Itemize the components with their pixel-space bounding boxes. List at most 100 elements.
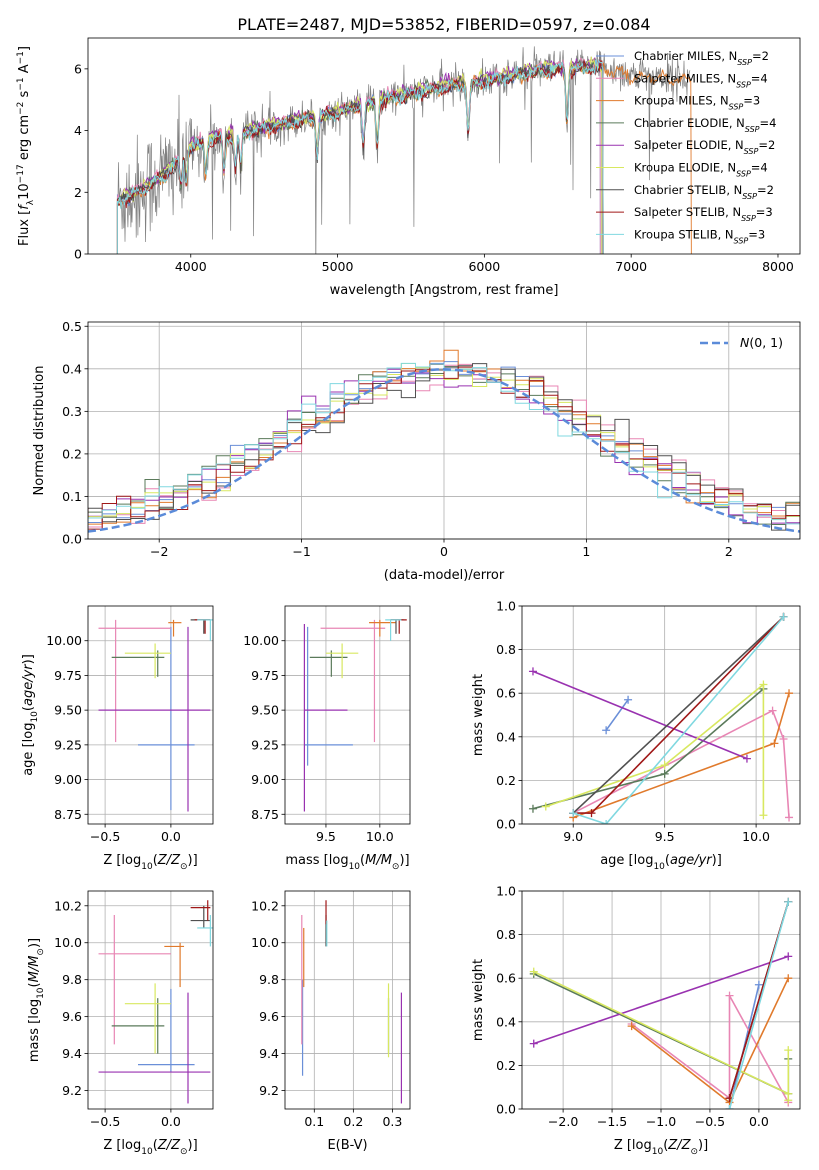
model-spectrum-series-7 <box>116 59 604 254</box>
chart-massweight-vs-Z: −2.0 −1.5 −1.0 −0.5 0.0 0.0 0.2 0.4 0.6 0.8 1.0 Z [… <box>471 884 801 1157</box>
legend-label-1: Salpeter MILES, NSSP=4 <box>634 71 768 89</box>
x-tick-label: 4000 <box>175 259 207 274</box>
observed-spectrum <box>117 46 691 254</box>
model-spectrum-series-0 <box>116 60 601 254</box>
chart-age-vs-Z: −0.5 0.0 8.75 9.00 9.25 9.50 9.75 10.00 Z [log10… <box>21 605 214 872</box>
mass-weight-marker-series-0 <box>624 695 633 704</box>
y-tick-label: 0.5 <box>62 319 82 334</box>
x-tick-label: 9.0 <box>563 829 583 844</box>
y-tick-label: 2 <box>74 185 82 200</box>
x-tick-label: −0.5 <box>695 1114 725 1129</box>
plot-area <box>303 619 407 812</box>
y-tick-label: 10.00 <box>46 633 82 648</box>
y-tick-label: 9.50 <box>54 703 82 718</box>
legend-label-7: Salpeter STELIB, NSSP=3 <box>634 205 773 223</box>
y-tick-label: 10.0 <box>54 935 82 950</box>
mass-weight-marker-series-0 <box>754 980 763 989</box>
y-tick-label: 0.3 <box>62 404 82 419</box>
x-tick-label: 10.0 <box>742 829 770 844</box>
y-tick-label: 0.4 <box>496 729 516 744</box>
x-tick-label: −0.5 <box>90 1114 120 1129</box>
axes-spines <box>284 605 411 825</box>
mass-weight-line-series-8 <box>728 901 790 1109</box>
mass-weight-marker-series-8 <box>602 820 611 824</box>
model-spectrum-series-8 <box>116 59 604 254</box>
x-tick-label: 10.0 <box>366 829 394 844</box>
y-tick-label: 0.8 <box>496 642 516 657</box>
x-tick-label: −1 <box>292 544 310 559</box>
y-tick-label: 0 <box>74 247 82 262</box>
grid <box>285 606 410 824</box>
plot-area <box>98 900 213 1104</box>
legend-label-2: Kroupa MILES, NSSP=3 <box>634 94 760 112</box>
x-tick-label: 0.0 <box>749 1114 769 1129</box>
mass-weight-line-series-1 <box>572 709 790 818</box>
grid <box>522 605 800 825</box>
x-tick-label: 7000 <box>615 259 647 274</box>
y-tick-label: 0.2 <box>496 773 516 788</box>
y-tick-label: 1.0 <box>496 884 516 899</box>
mass-weight-marker-series-4 <box>528 667 537 676</box>
y-tick-label: 0.0 <box>496 1102 516 1117</box>
y-axis-label: age [log10(age/yr)] <box>21 654 40 776</box>
mass-weight-marker-series-8 <box>784 897 793 906</box>
mass-weight-marker-series-4 <box>529 1039 538 1048</box>
mass-weight-marker-series-4 <box>784 952 793 961</box>
model-spectrum-series-6 <box>116 60 604 254</box>
x-tick-label: −1.5 <box>597 1114 627 1129</box>
axes-frame: −2.0 −1.5 −1.0 −0.5 0.0 0.0 0.2 0.4 0.6 0.8 1.0 Z [… <box>471 884 801 1157</box>
mass-weight-marker-series-7 <box>587 809 596 818</box>
y-tick-label: 10.2 <box>54 898 82 913</box>
y-axis-label: mass weight <box>471 674 486 756</box>
y-tick-label: 0.6 <box>496 971 516 986</box>
mass-weight-marker-series-1 <box>768 706 777 715</box>
y-tick-label: 9.2 <box>259 1083 279 1098</box>
mass-weight-marker-series-5 <box>759 811 768 820</box>
x-tick-label: 0.1 <box>304 1114 324 1129</box>
grid <box>88 891 213 1109</box>
x-tick-label: 0.0 <box>161 1114 181 1129</box>
y-tick-label: 9.6 <box>62 1009 82 1024</box>
mass-weight-marker-series-5 <box>759 680 768 689</box>
axes-frame: −0.5 0.0 9.2 9.4 9.6 9.8 10.0 10.2 Z [log10(Z/Z⊙… <box>27 890 214 1157</box>
normal-reference-curve <box>88 368 800 533</box>
y-tick-label: 8.75 <box>251 807 279 822</box>
y-tick-label: 10.0 <box>251 935 279 950</box>
axes-frame: 0.1 0.2 0.3 9.2 9.4 9.6 9.8 10.0 10.2 E(B-V) <box>251 890 411 1153</box>
mass-weight-marker-series-5 <box>660 761 669 770</box>
y-axis-label: Normed distribution <box>32 366 47 496</box>
plot-area <box>98 619 213 812</box>
legend-label-4: Salpeter ELODIE, NSSP=2 <box>634 138 775 156</box>
y-tick-label: 9.2 <box>62 1083 82 1098</box>
x-tick-label: −0.5 <box>90 829 120 844</box>
grid <box>285 891 410 1109</box>
mass-weight-marker-series-8 <box>725 1105 734 1109</box>
chart-mass-vs-Z: −0.5 0.0 9.2 9.4 9.6 9.8 10.0 10.2 Z [log10(Z/Z⊙… <box>27 890 214 1157</box>
y-axis-label: mass [log10(M/M⊙)] <box>27 938 46 1062</box>
chart-spectrum: 4000 5000 6000 7000 8000 0 2 4 6 wavelength [Angs… <box>16 37 801 298</box>
x-axis-label: Z [log10(Z/Z⊙)] <box>614 1138 708 1157</box>
mass-weight-line-series-1 <box>631 995 790 1103</box>
axes-spines <box>87 605 214 825</box>
y-tick-label: 9.75 <box>251 668 279 683</box>
axes-frame: 9.5 10.0 8.75 9.00 9.25 9.50 9.75 10.00 mass [lo… <box>243 605 411 872</box>
legend: Chabrier MILES, NSSP=2 Salpeter MILES, NS… <box>596 49 776 245</box>
mass-weight-line-series-8 <box>572 616 785 824</box>
mass-weight-marker-series-5 <box>784 1046 793 1055</box>
plot-area <box>301 900 403 1104</box>
mass-weight-marker-series-3 <box>660 769 669 778</box>
model-spectrum-series-1 <box>116 57 601 254</box>
y-tick-label: 0.2 <box>62 446 82 461</box>
chart-massweight-vs-age: 9.0 9.5 10.0 0.0 0.2 0.4 0.6 0.8 1.0 age [log10(a… <box>471 599 801 872</box>
axes-spines <box>284 890 411 1110</box>
y-tick-label: 9.4 <box>259 1046 279 1061</box>
x-tick-label: 0.3 <box>382 1114 402 1129</box>
x-tick-label: 5000 <box>322 259 354 274</box>
chart-residual-histogram: −2 −1 0 1 2 0.0 0.1 0.2 0.3 0.4 0.5 (data-model)/er… <box>32 319 801 583</box>
plot-area <box>116 46 692 254</box>
mass-weight-marker-series-1 <box>779 734 788 743</box>
legend-label-6: Chabrier STELIB, NSSP=2 <box>634 183 774 201</box>
x-axis-label: E(B-V) <box>327 1138 367 1153</box>
histogram-series-8 <box>88 362 800 534</box>
y-tick-label: 0.2 <box>496 1058 516 1073</box>
